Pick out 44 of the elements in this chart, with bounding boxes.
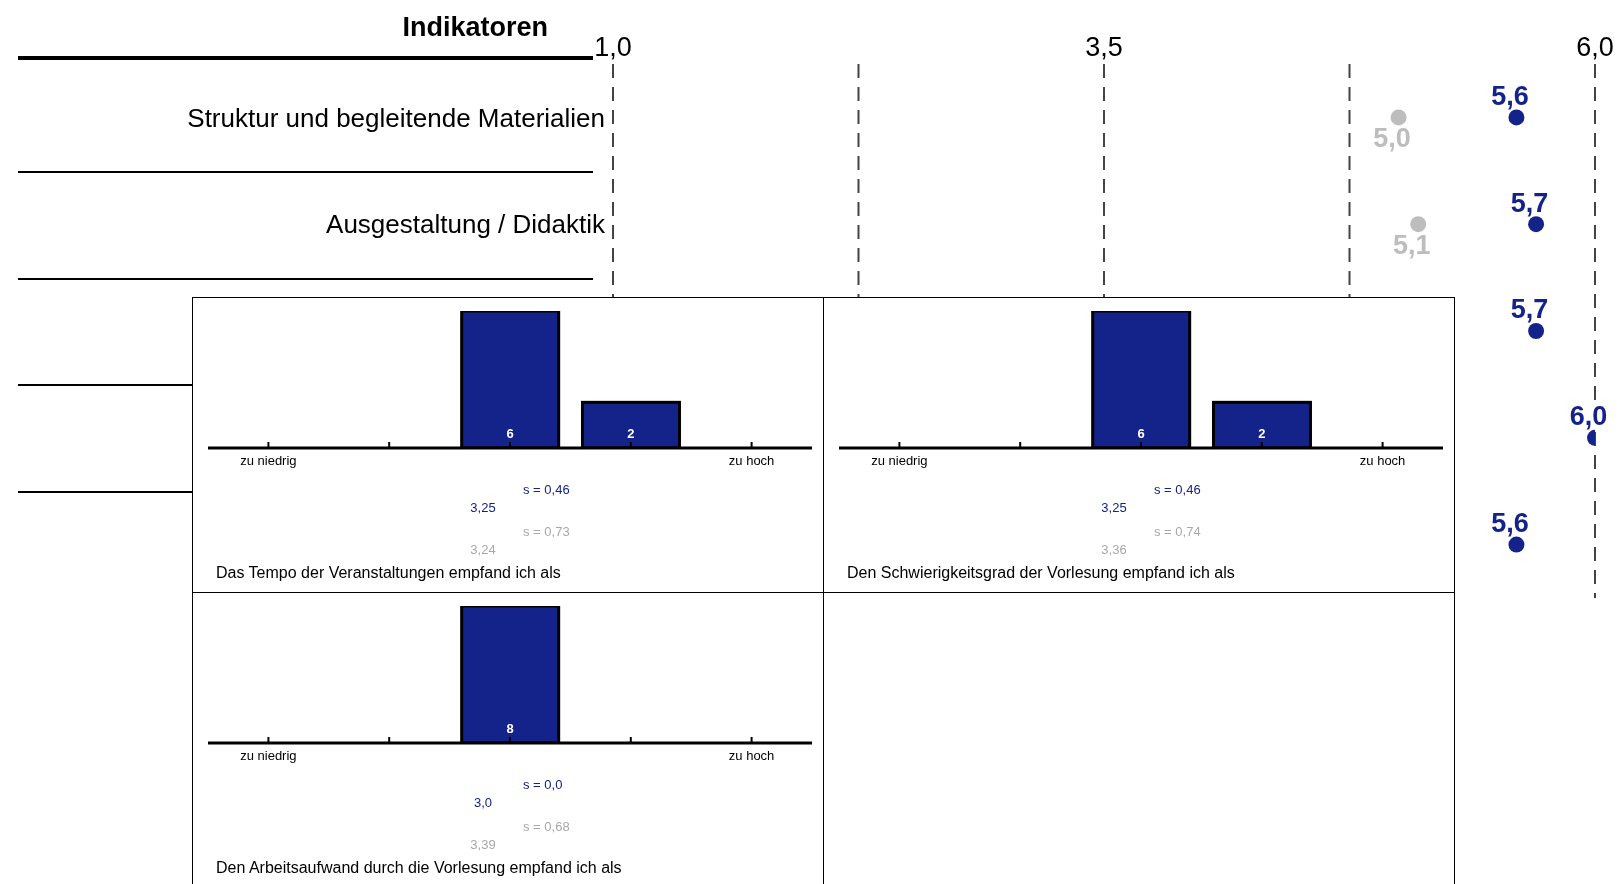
annotation: 3,25: [1100, 500, 1128, 515]
x-tick-label: zu hoch: [728, 453, 775, 469]
data-label: 5,1: [1392, 229, 1431, 260]
point: [1528, 323, 1545, 339]
annotation: s = 0,74: [1154, 524, 1202, 539]
x-tick-label: zu niedrig: [240, 453, 297, 469]
text: s = 0,68: [523, 819, 571, 834]
x-tick-label: zu niedrig: [871, 453, 928, 469]
text: 3,25: [469, 500, 497, 515]
point: [1508, 536, 1525, 553]
x-tick-label: 1,0: [594, 32, 632, 62]
data-label: 8: [506, 721, 514, 736]
data-label: 5,7: [1510, 294, 1549, 325]
text: 3,0: [472, 795, 494, 810]
text: s = 0,73: [523, 524, 571, 539]
data-label: 5,6: [1491, 80, 1529, 111]
point: [1508, 109, 1525, 126]
x-tick-label: zu niedrig: [240, 748, 297, 764]
data-label: 6: [506, 426, 514, 441]
text: Den Arbeitsaufwand durch die Vorlesung empfand ich als: [216, 859, 622, 877]
text: Den Schwierigkeitsgrad der Vorlesung empfand ich als: [847, 564, 1235, 582]
text: 3,39: [469, 837, 497, 852]
data-label: 6: [1137, 426, 1145, 441]
x-tick-label: zu hoch: [1359, 453, 1406, 469]
x-tick-label: zu hoch: [728, 748, 775, 764]
y-tick-label: Struktur und begleitende Materialien: [187, 102, 605, 133]
point: [1410, 216, 1427, 233]
x-tick-label: 3,5: [1085, 32, 1123, 62]
data-label: 2: [627, 426, 635, 441]
text: s = 0,46: [523, 482, 571, 497]
y-axis-title: Indikatoren: [401, 12, 548, 43]
point: [1390, 109, 1407, 126]
x-tick-label: 6,0: [1576, 32, 1614, 62]
text: 3,24: [469, 542, 497, 557]
text: s = 0,0: [523, 777, 564, 792]
point: [1528, 216, 1545, 233]
data-label: 5,0: [1373, 122, 1411, 153]
data-label: 2: [1258, 426, 1266, 441]
y-tick-label: Ausgestaltung / Didaktik: [326, 209, 606, 240]
annotation: 3,36: [1100, 542, 1128, 557]
text: Das Tempo der Veranstaltungen empfand ich als: [216, 564, 561, 582]
data-label: 5,7: [1510, 187, 1549, 218]
annotation: s = 0,46: [1154, 482, 1202, 497]
data-label: 5,6: [1491, 508, 1529, 539]
